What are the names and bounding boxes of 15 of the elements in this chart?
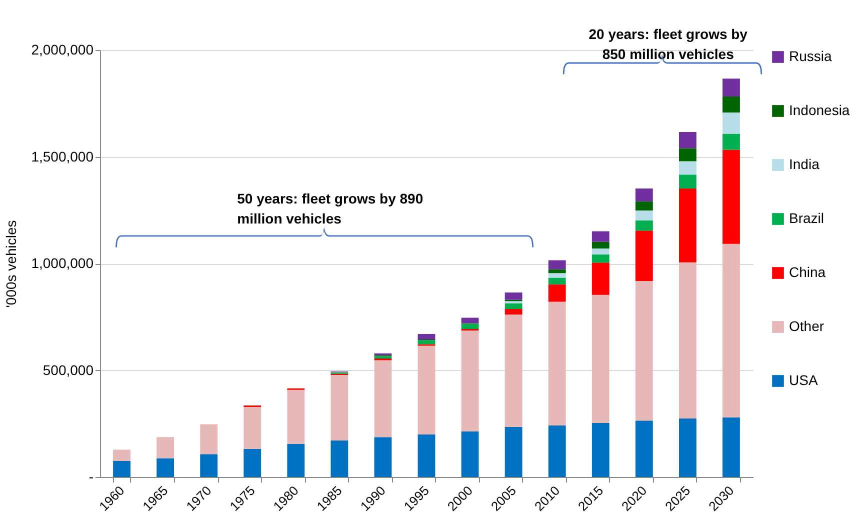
- annotation: 50 years: fleet grows by 890 million vehicles: [237, 190, 424, 226]
- legend-label: Indonesia: [789, 102, 850, 118]
- y-tick-label: 500,000: [42, 362, 94, 378]
- y-tick-label: -: [88, 468, 94, 484]
- y-tick-label: 1,000,000: [31, 255, 94, 271]
- legend-label: Russia: [789, 48, 832, 64]
- y-tick-label: 1,500,000: [31, 148, 94, 164]
- legend-label: China: [789, 264, 826, 280]
- legend-label: USA: [789, 372, 818, 388]
- y-axis-title: '000s vehicles: [3, 220, 20, 308]
- legend-label: Other: [789, 318, 824, 334]
- legend-label: India: [789, 156, 820, 172]
- legend-label: Brazil: [789, 210, 824, 226]
- y-tick-label: 2,000,000: [31, 42, 94, 58]
- annotation: 20 years: fleet grows by 850 million vehicles: [588, 26, 748, 62]
